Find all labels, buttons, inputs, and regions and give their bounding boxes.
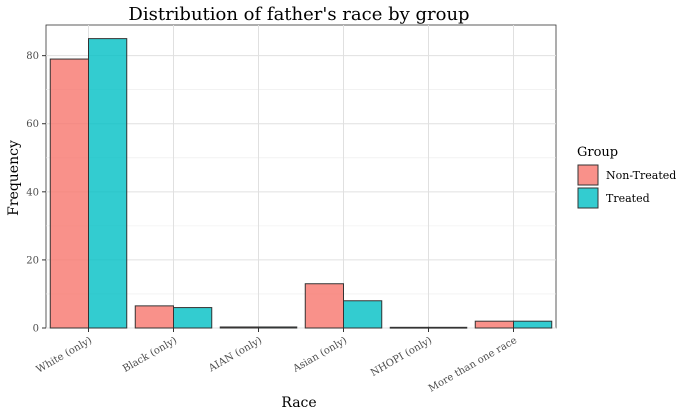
bar [304,283,344,329]
x-tick-label: AIAN (only) [206,335,264,375]
bar [219,326,259,329]
y-tick-label: 0 [33,324,39,335]
y-tick-label: 80 [26,51,39,62]
legend-key [577,164,599,186]
x-tick-label: Asian (only) [290,335,349,375]
bar [474,320,514,329]
bar [428,326,468,329]
chart-title: Distribution of father's race by group [128,4,469,25]
bar [389,326,429,329]
x-tick-label: Black (only) [121,335,179,375]
bar [343,300,383,329]
bar [173,307,213,329]
x-tick-label: White (only) [35,335,94,376]
legend: Group Non-Treated Treated [577,145,676,209]
y-tick-label: 20 [26,255,39,266]
bar [88,38,128,329]
x-tick-label: More than one race [427,335,519,395]
x-axis-title: Race [281,395,316,411]
bar [49,58,89,329]
y-axis-title: Frequency [6,140,22,216]
legend-title: Group [577,145,618,160]
y-tick-label: 60 [26,119,39,130]
bars [49,38,553,329]
bar [513,320,553,329]
legend-key [577,187,599,209]
bar [258,326,298,329]
plot-panel [45,24,557,329]
x-tick-label: NHOPI (only) [369,335,434,379]
legend-label: Non-Treated [606,169,676,182]
x-axis-ticks: White (only) Black (only) AIAN (only) Asian… [35,328,519,395]
y-tick-label: 40 [26,187,39,198]
y-axis-ticks: 0 20 40 60 80 [26,51,46,335]
legend-label: Treated [606,192,650,205]
bar [134,305,174,329]
